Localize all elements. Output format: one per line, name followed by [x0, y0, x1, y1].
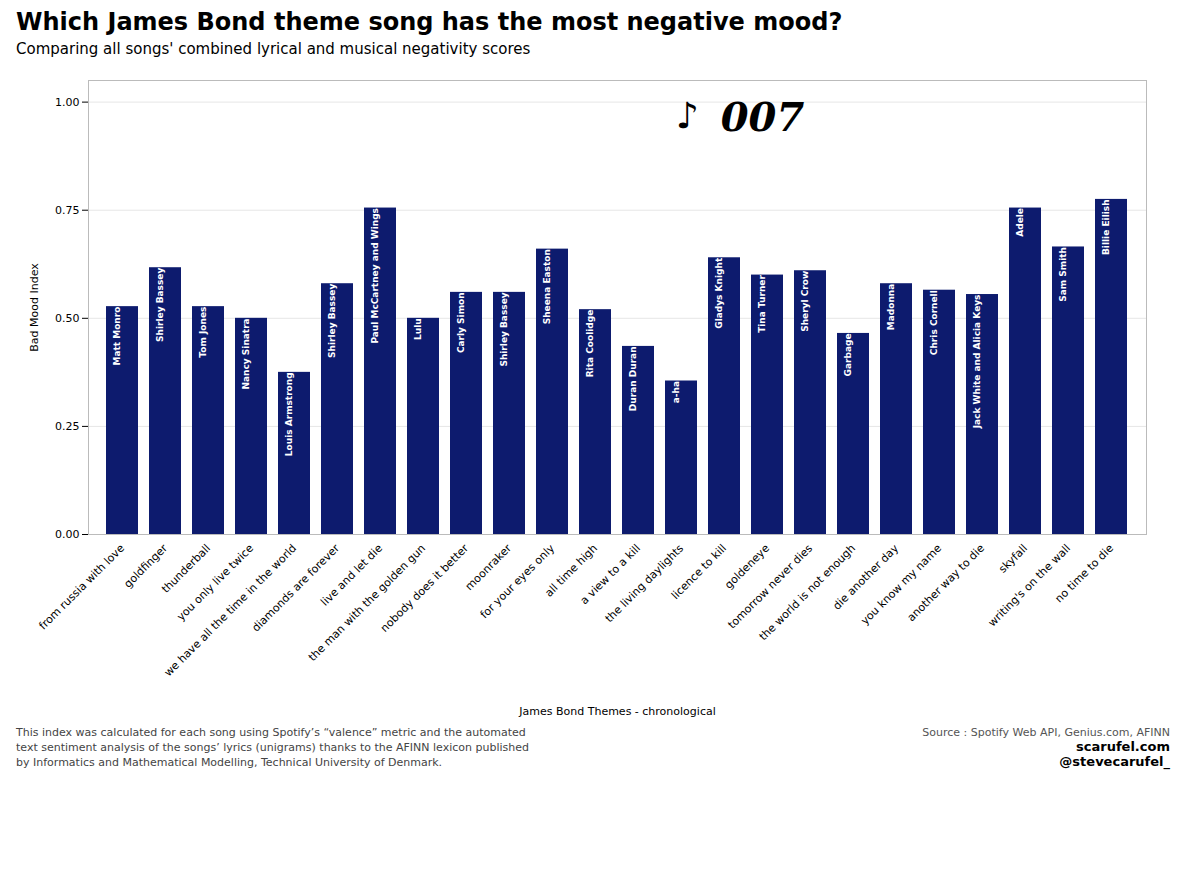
- svg-text:Sam Smith: Sam Smith: [1058, 247, 1068, 302]
- svg-text:you know my name: you know my name: [858, 542, 944, 628]
- svg-text:Matt Monro: Matt Monro: [112, 307, 122, 366]
- svg-text:Garbage: Garbage: [843, 333, 853, 376]
- html-text:Which James Bond theme song ha: Which James Bond theme song has the most…: [16, 8, 843, 36]
- svg-text:another way to die: another way to die: [905, 542, 988, 625]
- svg-text:moonraker: moonraker: [462, 541, 515, 594]
- svg-text:thunderball: thunderball: [159, 541, 214, 596]
- svg-text:a view to a kill: a view to a kill: [577, 541, 644, 608]
- svg-text:die another day: die another day: [830, 541, 902, 613]
- svg-text:all time high: all time high: [542, 541, 601, 600]
- svg-text:James Bond Themes - chronologi: James Bond Themes - chronological: [518, 705, 715, 718]
- svg-text:Louis Armstrong: Louis Armstrong: [284, 372, 294, 456]
- svg-text:1.00: 1.00: [55, 96, 80, 109]
- svg-text:Jack White and Alicia Keys: Jack White and Alicia Keys: [972, 295, 982, 430]
- svg-text:Duran Duran: Duran Duran: [628, 346, 638, 411]
- svg-text:Madonna: Madonna: [886, 284, 896, 331]
- svg-text:Lulu: Lulu: [413, 318, 423, 340]
- svg-text:Carly Simon: Carly Simon: [456, 292, 466, 353]
- svg-text:Paul McCartney and Wings: Paul McCartney and Wings: [370, 208, 380, 344]
- svg-text:0.00: 0.00: [55, 528, 80, 541]
- svg-text:Sheryl Crow: Sheryl Crow: [800, 271, 810, 332]
- svg-text:writing's on the wall: writing's on the wall: [986, 542, 1074, 630]
- svg-text:a-ha: a-ha: [671, 381, 681, 403]
- svg-text:Shirley Bassey: Shirley Bassey: [499, 292, 509, 366]
- svg-text:0.50: 0.50: [55, 312, 80, 325]
- svg-text:skyfall: skyfall: [996, 542, 1030, 576]
- html-text:Source : Spotify Web API, Geni: Source : Spotify Web API, Genius.com, AF…: [922, 726, 1170, 739]
- svg-text:Nancy Sinatra: Nancy Sinatra: [241, 318, 251, 389]
- svg-text:the man with the golden gun: the man with the golden gun: [305, 541, 429, 664]
- html-text:scarufel.com: scarufel.com: [1076, 739, 1170, 754]
- html-text:This index was calculated for: This index was calculated for each song …: [16, 726, 529, 769]
- svg-text:0.75: 0.75: [55, 204, 80, 217]
- svg-text:the living daylights: the living daylights: [603, 542, 687, 626]
- svg-text:the world is not enough: the world is not enough: [756, 541, 859, 644]
- svg-text:nobody does it better: nobody does it better: [378, 541, 471, 634]
- svg-text:we have all the time in the wo: we have all the time in the world: [161, 541, 300, 680]
- svg-text:goldeneye: goldeneye: [722, 541, 773, 592]
- svg-text:Shirley Bassey: Shirley Bassey: [327, 284, 337, 358]
- svg-text:licence to kill: licence to kill: [669, 542, 729, 602]
- svg-text:no time to die: no time to die: [1053, 542, 1117, 606]
- svg-text:diamonds are forever: diamonds are forever: [249, 541, 343, 635]
- html-text:@stevecarufel_: @stevecarufel_: [1059, 754, 1170, 769]
- svg-text:tomorrow never dies: tomorrow never dies: [725, 542, 815, 632]
- svg-text:♪: ♪: [676, 95, 699, 136]
- svg-text:Tina Turner: Tina Turner: [757, 275, 767, 333]
- svg-text:007: 007: [721, 93, 805, 140]
- svg-text:goldfinger: goldfinger: [121, 541, 171, 591]
- svg-text:Billie Eilish: Billie Eilish: [1101, 199, 1111, 255]
- svg-text:Shirley Bassey: Shirley Bassey: [155, 268, 165, 342]
- svg-text:0.25: 0.25: [55, 420, 80, 433]
- svg-text:Rita Coolidge: Rita Coolidge: [585, 310, 595, 378]
- svg-text:Adele: Adele: [1015, 208, 1025, 237]
- svg-text:for your eyes only: for your eyes only: [478, 541, 558, 621]
- svg-text:live and let die: live and let die: [318, 541, 386, 609]
- svg-text:you only live twice: you only live twice: [174, 542, 256, 624]
- svg-text:Tom Jones: Tom Jones: [198, 307, 208, 358]
- svg-text:Chris Cornell: Chris Cornell: [929, 290, 939, 355]
- svg-text:Sheena Easton: Sheena Easton: [542, 249, 552, 324]
- svg-text:from russia with love: from russia with love: [36, 542, 127, 633]
- svg-text:Bad Mood Index: Bad Mood Index: [28, 263, 41, 352]
- html-text:Comparing all songs' combined: Comparing all songs' combined lyrical an…: [16, 40, 531, 58]
- svg-text:Gladys Knight: Gladys Knight: [714, 257, 724, 329]
